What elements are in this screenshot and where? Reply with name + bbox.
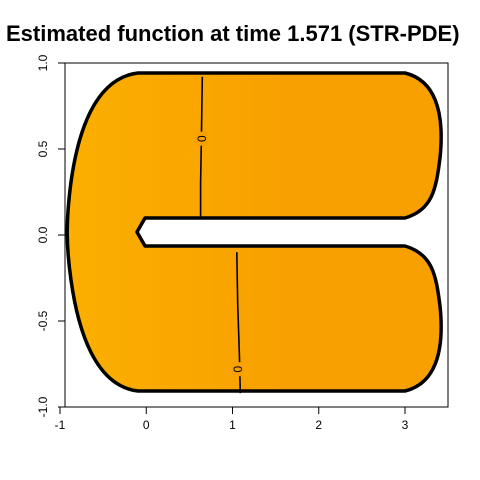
contour-label-bg-1: [231, 362, 244, 377]
contour-label-0: 0: [195, 135, 209, 142]
x-tick-label-0: -1: [55, 418, 66, 432]
y-tick-label-2: 0.0: [36, 226, 50, 243]
domain-boundary: [65, 71, 443, 393]
domain-fill: [67, 73, 442, 391]
y-tick-label-4: 1.0: [36, 54, 50, 71]
contour-line-0: [199, 76, 204, 218]
x-tick-label-2: 1: [229, 418, 236, 432]
x-tick-label-4: 3: [402, 418, 409, 432]
contour-lines: 00: [195, 76, 245, 394]
contour-label-bg-0: [195, 131, 208, 146]
chart-title: Estimated function at time 1.571 (STR-PD…: [6, 21, 460, 46]
x-tick-label-1: 0: [143, 418, 150, 432]
y-tick-label-0: -1.0: [36, 396, 50, 417]
x-tick-label-3: 2: [315, 418, 322, 432]
y-axis: -1.0 -0.5 0.0 0.5 1.0: [36, 54, 66, 417]
contour-label-1: 0: [231, 366, 245, 373]
x-axis: -1 0 1 2 3: [55, 406, 409, 432]
y-tick-label-3: 0.5: [36, 140, 50, 157]
y-tick-label-1: -0.5: [36, 310, 50, 331]
